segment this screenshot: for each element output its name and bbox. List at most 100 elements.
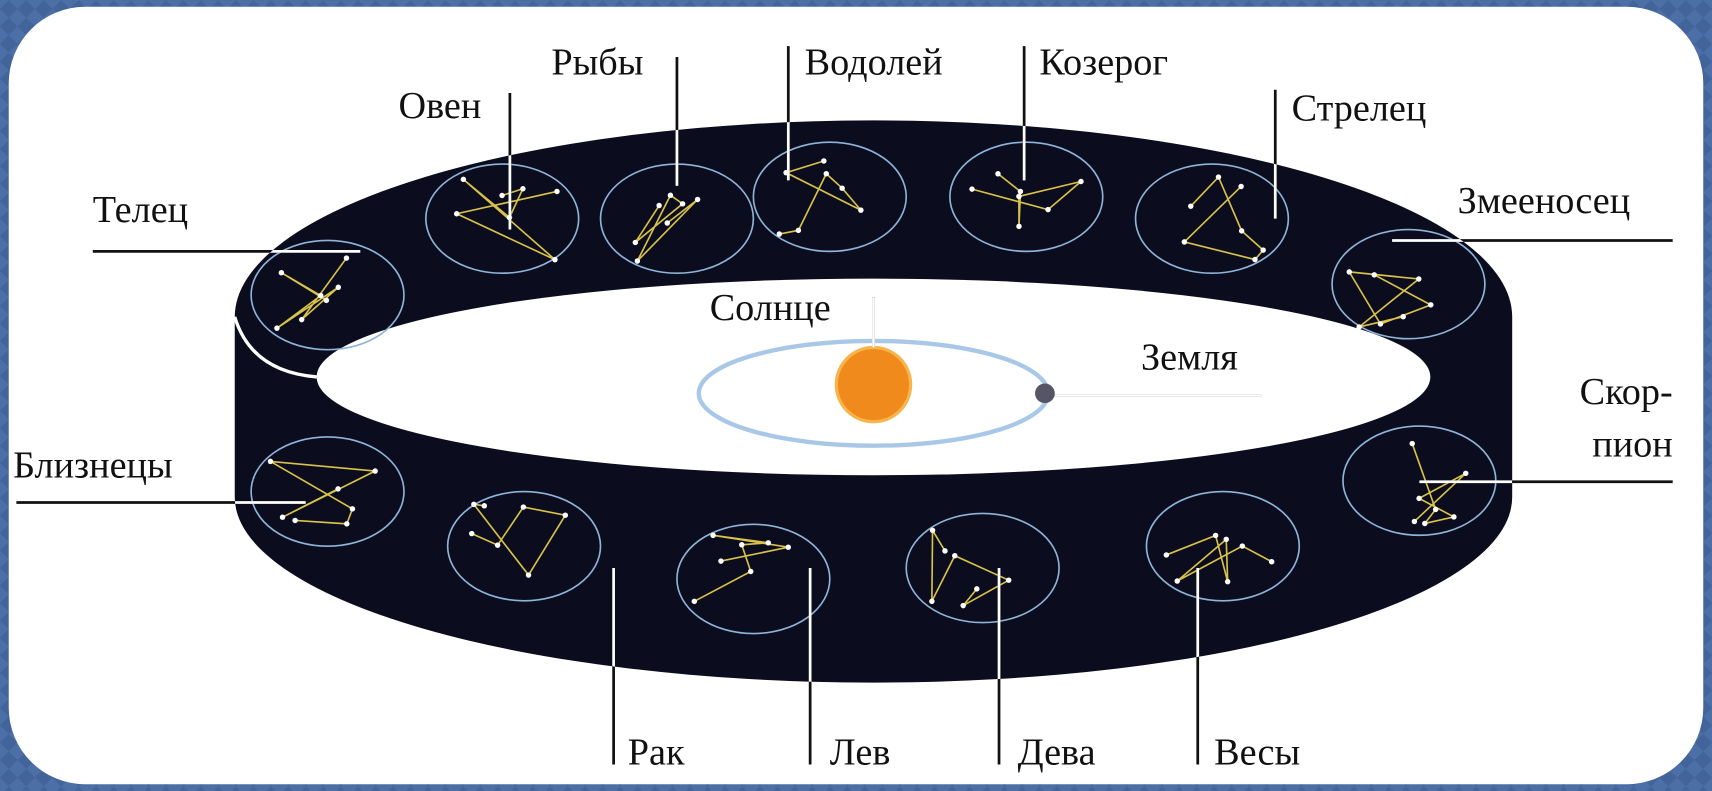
label: Близнецы xyxy=(13,444,173,486)
star xyxy=(1416,496,1421,501)
star xyxy=(1045,207,1050,212)
star xyxy=(1006,577,1011,582)
star xyxy=(495,542,500,547)
star xyxy=(1428,302,1433,307)
label: Рак xyxy=(628,732,685,774)
star xyxy=(680,201,685,206)
star xyxy=(482,503,487,508)
star xyxy=(635,258,640,263)
star xyxy=(952,553,957,558)
star xyxy=(739,542,744,547)
star xyxy=(633,240,638,245)
star xyxy=(1016,224,1021,229)
star xyxy=(1422,521,1427,526)
star xyxy=(279,270,284,275)
sun xyxy=(836,347,910,421)
star xyxy=(974,586,979,591)
star xyxy=(942,548,947,553)
star xyxy=(929,599,934,604)
star xyxy=(1016,194,1021,199)
star xyxy=(1378,321,1383,326)
star xyxy=(292,518,297,523)
earth xyxy=(1035,383,1055,403)
star xyxy=(995,171,1000,176)
star xyxy=(710,533,715,538)
star xyxy=(526,572,531,577)
star xyxy=(344,521,349,526)
star xyxy=(1216,174,1221,179)
star xyxy=(796,228,801,233)
star xyxy=(454,211,459,216)
star xyxy=(1175,578,1180,583)
star xyxy=(344,255,349,260)
star xyxy=(299,317,304,322)
star xyxy=(1400,314,1405,319)
star xyxy=(1463,471,1468,476)
star xyxy=(521,504,526,509)
star xyxy=(718,558,723,563)
zodiac-diagram: Рыбы Овен Водолей Козерог Стрелец Телец Змеено… xyxy=(0,0,1712,791)
label: Лев xyxy=(830,732,891,774)
star xyxy=(324,298,329,303)
star xyxy=(1164,552,1169,557)
star xyxy=(821,158,826,163)
star xyxy=(1412,519,1417,524)
star xyxy=(1239,228,1244,233)
star xyxy=(858,207,863,212)
star xyxy=(268,459,273,464)
star xyxy=(824,171,829,176)
star xyxy=(469,531,474,536)
star xyxy=(1224,537,1229,542)
star xyxy=(335,486,340,491)
star xyxy=(499,193,504,198)
label: Козерог xyxy=(1039,42,1168,84)
star xyxy=(350,506,355,511)
label: Дева xyxy=(1018,732,1096,774)
star xyxy=(461,177,466,182)
star xyxy=(777,231,782,236)
star xyxy=(1416,276,1421,281)
star xyxy=(1372,272,1377,277)
star xyxy=(695,197,700,202)
star xyxy=(1433,507,1438,512)
label: Скор- xyxy=(1580,371,1673,413)
star xyxy=(520,186,525,191)
label: Рыбы xyxy=(551,42,643,84)
star xyxy=(554,189,559,194)
star xyxy=(1225,579,1230,584)
star xyxy=(563,512,568,517)
star xyxy=(1252,257,1257,262)
label: Водолей xyxy=(805,42,943,84)
star xyxy=(930,528,935,533)
star xyxy=(1356,324,1361,329)
label: пион xyxy=(1592,424,1672,466)
label: Змееносец xyxy=(1458,180,1631,222)
star xyxy=(748,569,753,574)
star xyxy=(318,293,323,298)
star xyxy=(766,540,771,545)
star xyxy=(1269,559,1274,564)
star xyxy=(786,544,791,549)
star xyxy=(656,203,661,208)
label: Солнце xyxy=(710,287,831,329)
star xyxy=(960,603,965,608)
star xyxy=(336,285,341,290)
star xyxy=(668,193,673,198)
star xyxy=(1078,179,1083,184)
star xyxy=(471,502,476,507)
label: Овен xyxy=(399,85,482,127)
star xyxy=(1018,189,1023,194)
star xyxy=(1238,184,1243,189)
label: Телец xyxy=(93,189,188,231)
star xyxy=(274,325,279,330)
star xyxy=(1182,239,1187,244)
star xyxy=(372,468,377,473)
star xyxy=(692,599,697,604)
star xyxy=(280,514,285,519)
star xyxy=(1409,441,1414,446)
star xyxy=(552,257,557,262)
star xyxy=(1240,543,1245,548)
label: Стрелец xyxy=(1292,87,1427,129)
star xyxy=(1451,514,1456,519)
star xyxy=(969,186,974,191)
